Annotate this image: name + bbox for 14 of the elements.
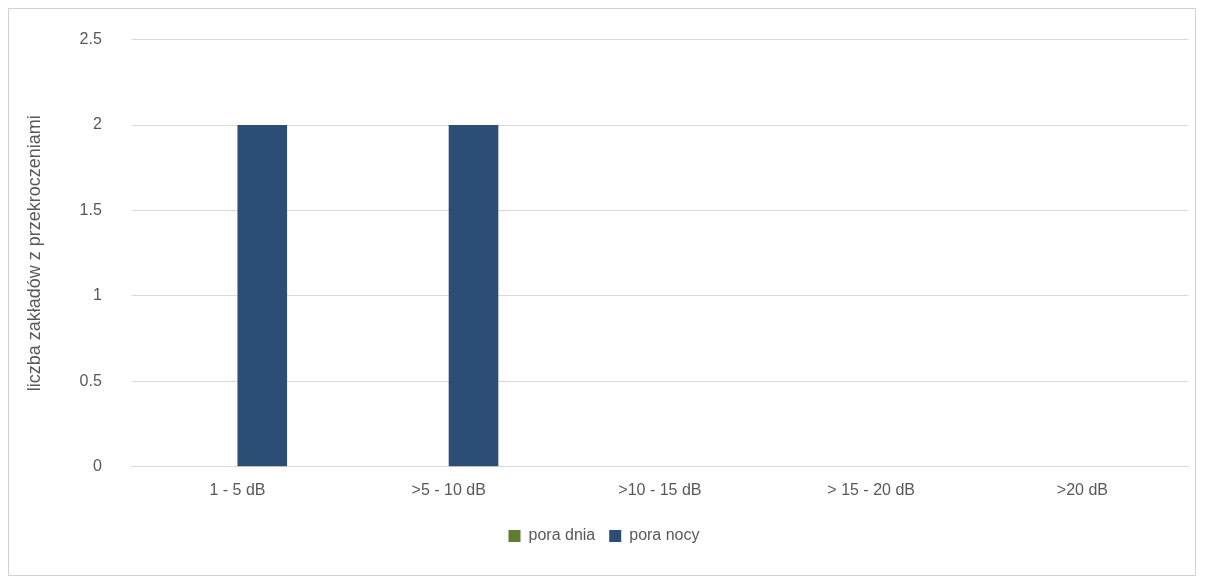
y-tick-label: 2.5: [79, 30, 102, 48]
x-tick-label: >10 - 15 dB: [618, 480, 702, 498]
x-tick-label: 1 - 5 dB: [209, 480, 266, 498]
y-tick-label: 0: [92, 457, 102, 475]
y-tick-label: 1.5: [79, 200, 102, 218]
legend-label: pora nocy: [629, 526, 700, 544]
y-tick-label: 0.5: [79, 371, 102, 389]
y-axis-title: liczba zakładów z przekroczeniami: [23, 115, 44, 392]
legend-label: pora dnia: [528, 526, 596, 544]
x-tick-label: > 15 - 20 dB: [827, 480, 915, 498]
y-tick-label: 2: [92, 115, 102, 133]
x-tick-label: >5 - 10 dB: [411, 480, 486, 498]
y-tick-label: 1: [92, 286, 102, 304]
x-tick-label: >20 dB: [1056, 480, 1108, 498]
